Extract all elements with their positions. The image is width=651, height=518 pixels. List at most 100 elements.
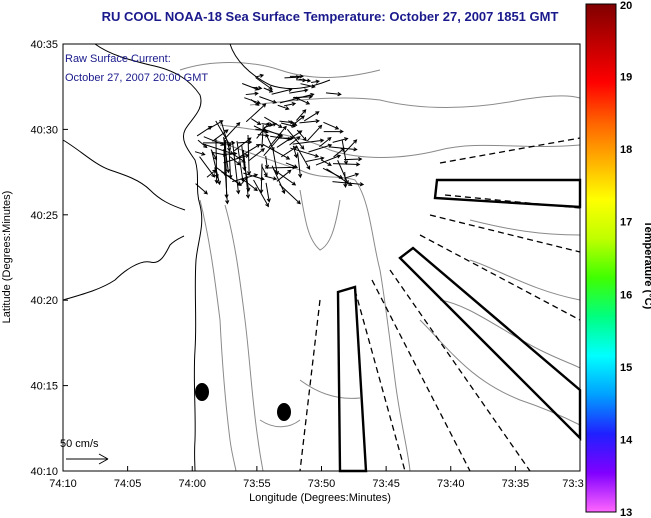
current-vector	[271, 87, 293, 95]
current-vector	[321, 159, 332, 166]
colorbar-tick-label: 19	[620, 72, 632, 84]
current-vector	[253, 125, 269, 134]
current-vector	[315, 154, 342, 166]
current-vector	[297, 152, 303, 179]
current-vector	[279, 183, 301, 205]
x-tick-label: 73:55	[243, 478, 271, 490]
current-vector	[329, 146, 358, 152]
current-vector	[276, 169, 292, 182]
x-tick-label: 73:40	[437, 478, 465, 490]
current-vector	[259, 124, 265, 149]
current-vector	[255, 73, 265, 78]
current-vector	[290, 115, 305, 127]
current-vector	[197, 139, 208, 149]
current-vector	[343, 171, 348, 188]
colorbar-tick-label: 15	[620, 362, 632, 374]
current-vector	[195, 183, 208, 195]
current-vector	[289, 88, 309, 94]
current-vector	[290, 147, 320, 158]
current-vector	[214, 138, 219, 185]
current-vector	[344, 172, 360, 179]
current-vector	[306, 156, 325, 163]
scale-label: 50 cm/s	[60, 438, 99, 450]
y-tick-label: 40:25	[30, 210, 58, 222]
map-area: Raw Surface Current: October 27, 2007 20…	[60, 43, 582, 473]
y-tick-label: 40:35	[30, 39, 58, 51]
current-vector	[285, 162, 299, 169]
current-vector	[231, 140, 241, 195]
current-vector	[323, 129, 344, 134]
current-vector	[332, 137, 349, 143]
current-vector	[246, 135, 252, 176]
y-tick-label: 40:15	[30, 381, 58, 393]
current-vector	[194, 151, 206, 156]
current-note-line2: October 27, 2007 20:00 GMT	[65, 72, 208, 84]
current-vector	[292, 138, 325, 145]
current-vector	[262, 144, 291, 160]
current-vector	[223, 121, 241, 141]
current-vector	[261, 165, 268, 177]
current-note-line1: Raw Surface Current:	[65, 53, 171, 65]
current-vector	[207, 120, 224, 130]
current-vector	[245, 91, 259, 96]
colorbar-tick-label: 20	[620, 0, 632, 12]
current-vector	[300, 83, 316, 89]
current-vector	[319, 136, 332, 148]
colorbar-label: Temperature (°C)	[642, 221, 651, 310]
x-tick-label: 73:35	[502, 478, 530, 490]
y-axis: 40:35 40:30 40:25 40:20 40:15 40:10	[30, 39, 68, 478]
mooring-marker-west	[195, 383, 209, 401]
y-axis-label: Latitude (Degrees:Minutes)	[1, 191, 13, 324]
current-vector	[264, 175, 278, 181]
current-vector	[212, 129, 229, 142]
current-vector	[223, 137, 231, 174]
current-vector	[211, 150, 222, 186]
x-tick-label: 74:05	[114, 478, 142, 490]
current-vector	[289, 136, 301, 146]
current-vector	[284, 102, 297, 107]
x-tick-label: 73:3	[562, 478, 583, 490]
x-axis: 74:10 74:05 74:00 73:55 73:50 73:45 73:40 73:35…	[49, 466, 584, 490]
x-tick-label: 74:10	[49, 478, 77, 490]
current-vector	[311, 79, 321, 84]
colorbar-tick-label: 14	[620, 434, 633, 446]
y-tick-label: 40:10	[30, 466, 58, 478]
current-vector	[244, 97, 261, 105]
current-vector	[243, 172, 265, 181]
current-vector	[268, 125, 287, 148]
figure-title: RU COOL NOAA-18 Sea Surface Temperature:…	[102, 9, 559, 24]
current-vector	[303, 111, 320, 122]
current-vector	[344, 157, 363, 162]
current-vector	[242, 83, 260, 91]
colorbar-tick-label: 13	[620, 507, 632, 518]
current-vector	[266, 136, 275, 152]
current-vector	[284, 75, 301, 80]
y-tick-label: 40:30	[30, 124, 58, 136]
current-vector	[259, 96, 278, 104]
colorbar-tick-label: 18	[620, 144, 632, 156]
current-vector	[228, 143, 233, 180]
current-vector	[263, 87, 274, 93]
current-vector	[220, 120, 232, 152]
colorbar-tick-label: 17	[620, 217, 632, 229]
current-vector	[255, 77, 273, 90]
current-vector	[325, 91, 342, 97]
current-vector	[341, 139, 349, 166]
current-vector	[296, 109, 307, 121]
current-vector	[292, 92, 315, 100]
current-vector	[264, 116, 283, 128]
y-tick-label: 40:20	[30, 295, 58, 307]
mooring-marker-east	[277, 403, 291, 421]
current-vector	[199, 156, 216, 178]
current-vector	[296, 129, 307, 142]
current-vector	[242, 149, 251, 199]
current-vector	[264, 155, 270, 170]
colorbar-ticks: 20 19 18 17 16 15 14 13	[620, 0, 633, 518]
scale-arrow-icon	[66, 453, 109, 465]
temperature-colorbar	[585, 3, 617, 513]
current-vector	[265, 182, 271, 203]
x-tick-label: 74:00	[178, 478, 206, 490]
current-vector	[286, 128, 305, 150]
current-vector	[299, 119, 320, 124]
